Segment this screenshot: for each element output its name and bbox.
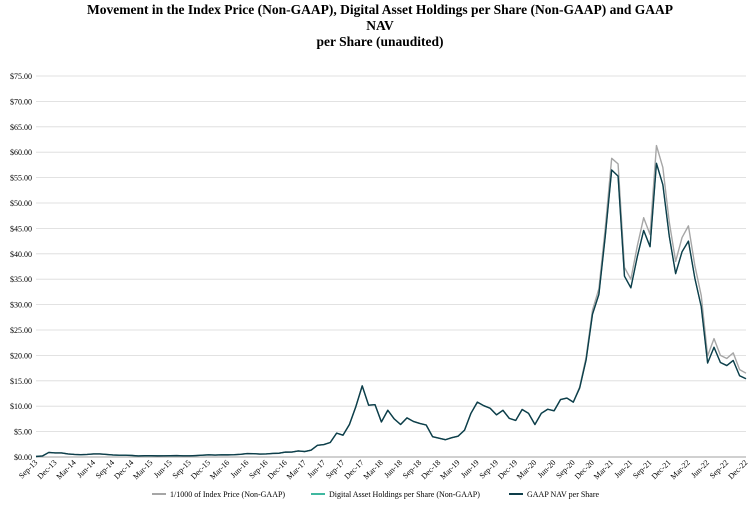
- y-tick-label: $20.00: [10, 351, 32, 360]
- y-tick-label: $60.00: [10, 148, 32, 157]
- x-tick-label: Jun-22: [689, 458, 711, 480]
- y-tick-label: $65.00: [10, 123, 32, 132]
- chart-title-line-3: per Share (unaudited): [316, 34, 443, 49]
- y-tick-label: $45.00: [10, 224, 32, 233]
- x-tick-label: Jun-19: [459, 458, 481, 480]
- x-tick-label: Jun-16: [229, 458, 251, 480]
- legend-label: GAAP NAV per Share: [527, 490, 600, 499]
- legend-label: 1/1000 of Index Price (Non-GAAP): [170, 490, 285, 499]
- x-tick-label: Jun-15: [152, 458, 174, 480]
- x-tick-label: Jun-20: [536, 458, 558, 480]
- x-tick-label: Jun-14: [75, 458, 97, 480]
- y-axis-ticks: $0.00 $5.00 $10.00 $15.00 $20.00 $25.00 $30.00…: [10, 72, 32, 462]
- x-tick-label: Sep-14: [94, 458, 116, 480]
- y-tick-label: $15.00: [10, 377, 32, 386]
- x-tick-label: Mar-14: [55, 458, 78, 481]
- x-tick-label: Sep-21: [631, 458, 653, 480]
- y-tick-label: $35.00: [10, 275, 32, 284]
- x-tick-label: Jun-21: [613, 458, 635, 480]
- y-tick-label: $30.00: [10, 301, 32, 310]
- chart-title-line-1: Movement in the Index Price (Non-GAAP), …: [87, 2, 673, 17]
- chart-title-line-2: NAV: [366, 18, 394, 33]
- y-tick-label: $75.00: [10, 72, 32, 81]
- y-tick-label: $50.00: [10, 199, 32, 208]
- x-tick-label: Sep-22: [708, 458, 730, 480]
- x-tick-label: Mar-20: [515, 458, 538, 481]
- x-tick-label: Dec-20: [573, 458, 596, 481]
- x-tick-label: Sep-16: [247, 458, 269, 480]
- x-tick-label: Dec-16: [266, 458, 289, 481]
- x-tick-label: Dec-19: [496, 458, 519, 481]
- x-tick-label: Jun-17: [305, 458, 327, 480]
- series-line-1: [35, 144, 747, 458]
- x-tick-label: Sep-15: [171, 458, 193, 480]
- x-tick-label: Sep-17: [324, 458, 346, 480]
- y-tick-label: $5.00: [14, 428, 32, 437]
- gridlines: [36, 75, 746, 458]
- x-tick-label: Dec-18: [419, 458, 442, 481]
- y-tick-label: $40.00: [10, 250, 32, 259]
- series-line-3: [35, 162, 747, 458]
- x-tick-label: Dec-21: [650, 458, 673, 481]
- y-tick-label: $25.00: [10, 326, 32, 335]
- x-tick-label: Sep-18: [401, 458, 423, 480]
- x-tick-label: Mar-19: [438, 458, 461, 481]
- x-tick-label: Dec-17: [343, 458, 366, 481]
- x-tick-label: Mar-18: [362, 458, 385, 481]
- x-tick-label: Dec-15: [189, 458, 212, 481]
- chart-title: Movement in the Index Price (Non-GAAP), …: [87, 2, 673, 49]
- series-line-2: [35, 162, 747, 458]
- x-tick-label: Mar-17: [285, 458, 308, 481]
- x-tick-label: Dec-14: [112, 458, 135, 481]
- series-lines: [35, 144, 747, 458]
- x-tick-label: Dec-13: [36, 458, 59, 481]
- x-tick-label: Mar-16: [208, 458, 231, 481]
- y-tick-label: $70.00: [10, 97, 32, 106]
- y-tick-label: $0.00: [14, 453, 32, 462]
- x-tick-label: Sep-19: [478, 458, 500, 480]
- x-tick-label: Jun-18: [382, 458, 404, 480]
- y-tick-label: $55.00: [10, 174, 32, 183]
- x-tick-label: Mar-15: [131, 458, 154, 481]
- y-tick-label: $10.00: [10, 402, 32, 411]
- x-tick-label: Sep-20: [554, 458, 576, 480]
- legend-label: Digital Asset Holdings per Share (Non-GA…: [329, 490, 480, 499]
- x-tick-label: Mar-21: [592, 458, 615, 481]
- x-tick-label: Dec-22: [726, 458, 749, 481]
- x-tick-label: Mar-22: [669, 458, 692, 481]
- legend: 1/1000 of Index Price (Non-GAAP) Digital …: [152, 490, 600, 499]
- x-axis-ticks: Sep-13Dec-13Mar-14Jun-14Sep-14Dec-14Mar-…: [17, 458, 749, 481]
